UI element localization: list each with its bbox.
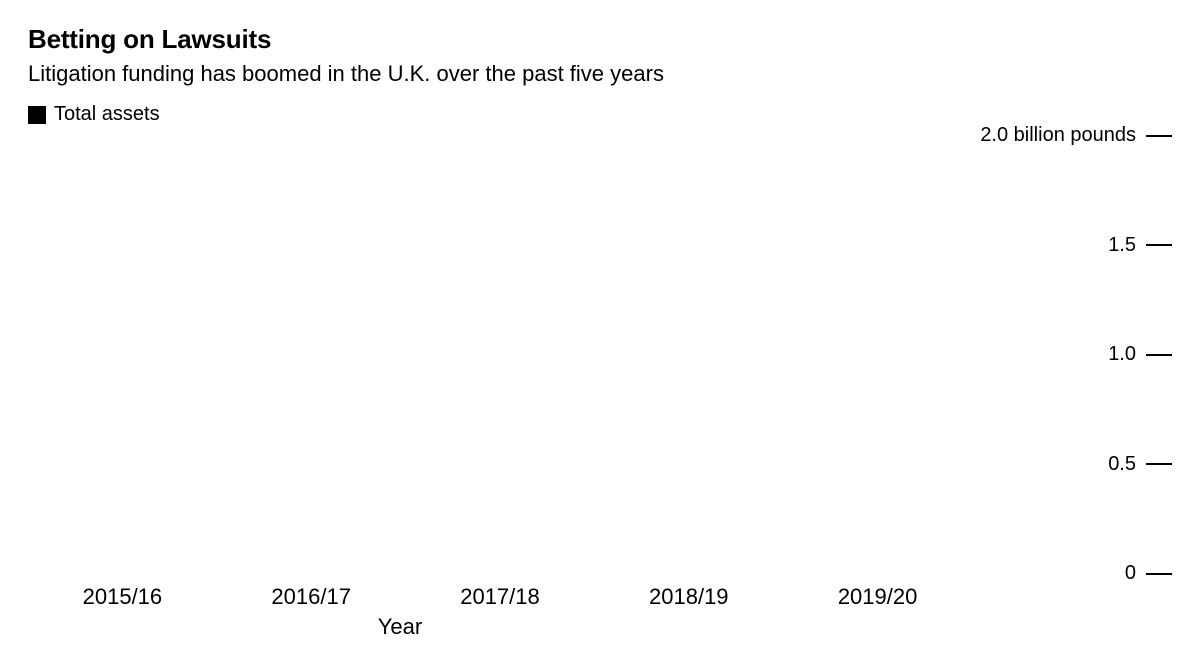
y-tick-label: 0 — [1125, 562, 1146, 585]
legend-label: Total assets — [54, 103, 160, 126]
y-tick: 2.0 billion pounds — [980, 124, 1172, 147]
legend: Total assets — [28, 103, 1172, 126]
y-tick-label: 0.5 — [1108, 453, 1146, 476]
y-tick-label: 1.0 — [1108, 343, 1146, 366]
x-tick-label: 2018/19 — [604, 584, 774, 610]
y-tick-mark — [1146, 463, 1172, 465]
y-tick-mark — [1146, 573, 1172, 575]
y-tick-mark — [1146, 354, 1172, 356]
x-axis: 2015/16 2016/17 2017/18 2018/19 2019/20 — [28, 584, 972, 610]
x-tick-label: 2015/16 — [37, 584, 207, 610]
y-tick-mark — [1146, 135, 1172, 137]
chart-subtitle: Litigation funding has boomed in the U.K… — [28, 61, 1172, 87]
x-tick-label: 2019/20 — [793, 584, 963, 610]
legend-swatch — [28, 106, 46, 124]
y-tick-mark — [1146, 244, 1172, 246]
x-axis-title: Year — [28, 614, 772, 640]
y-axis: 2.0 billion pounds1.51.00.50 — [972, 136, 1172, 574]
y-tick: 1.5 — [1108, 234, 1172, 257]
y-tick-label: 2.0 billion pounds — [980, 124, 1146, 147]
y-tick-label: 1.5 — [1108, 234, 1146, 257]
y-tick: 0 — [1125, 562, 1172, 585]
y-tick: 0.5 — [1108, 453, 1172, 476]
plot-area: 2.0 billion pounds1.51.00.50 — [28, 136, 1172, 574]
y-tick: 1.0 — [1108, 343, 1172, 366]
chart-container: Betting on Lawsuits Litigation funding h… — [0, 0, 1200, 660]
chart-title: Betting on Lawsuits — [28, 24, 1172, 55]
bars-region — [28, 136, 972, 574]
x-tick-label: 2016/17 — [226, 584, 396, 610]
x-tick-label: 2017/18 — [415, 584, 585, 610]
